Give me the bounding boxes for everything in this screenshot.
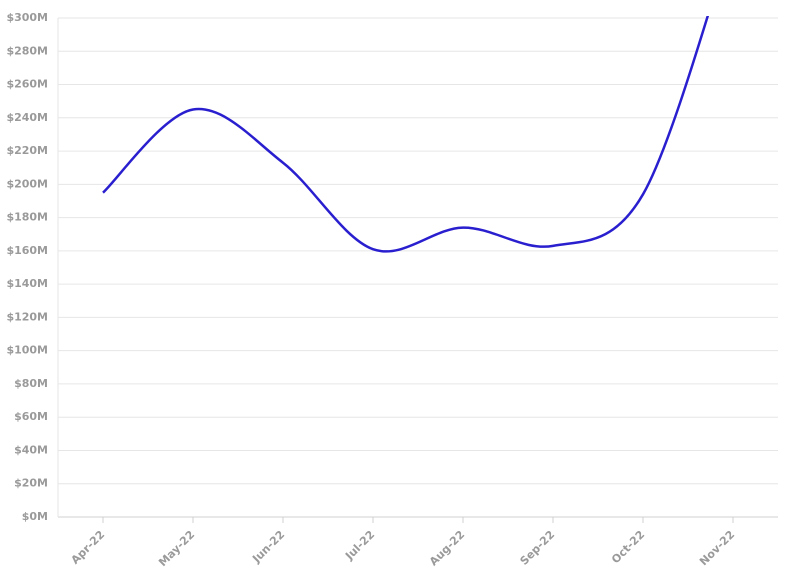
x-tick-label: Nov-22 xyxy=(697,528,737,568)
x-tick-label: Aug-22 xyxy=(427,528,467,568)
y-tick-label: $100M xyxy=(6,344,48,357)
x-tick-label: Jun-22 xyxy=(249,528,287,566)
y-tick-label: $260M xyxy=(6,78,48,91)
y-tick-label: $0M xyxy=(22,510,48,523)
x-tick-label: Oct-22 xyxy=(609,528,647,566)
y-tick-label: $140M xyxy=(6,277,48,290)
plot-area xyxy=(102,16,710,253)
y-tick-label: $120M xyxy=(6,310,48,323)
y-tick-label: $80M xyxy=(14,377,48,390)
y-tick-label: $220M xyxy=(6,144,48,157)
y-tick-label: $300M xyxy=(6,11,48,24)
x-tick-label: Apr-22 xyxy=(69,528,108,567)
y-tick-label: $200M xyxy=(6,177,48,190)
y-tick-label: $20M xyxy=(14,477,48,490)
x-tick-label: May-22 xyxy=(156,528,197,569)
y-tick-label: $180M xyxy=(6,211,48,224)
x-tick-label: Sep-22 xyxy=(518,528,558,568)
y-tick-label: $40M xyxy=(14,443,48,456)
y-tick-label: $160M xyxy=(6,244,48,257)
y-tick-label: $240M xyxy=(6,111,48,124)
line xyxy=(102,16,710,253)
x-tick-label: Jul-22 xyxy=(342,528,377,563)
y-tick-label: $60M xyxy=(14,410,48,423)
y-tick-label: $280M xyxy=(6,44,48,57)
